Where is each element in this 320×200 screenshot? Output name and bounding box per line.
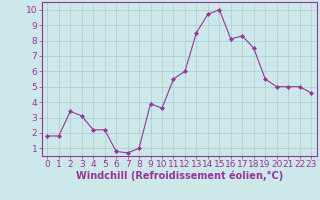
X-axis label: Windchill (Refroidissement éolien,°C): Windchill (Refroidissement éolien,°C) [76, 171, 283, 181]
